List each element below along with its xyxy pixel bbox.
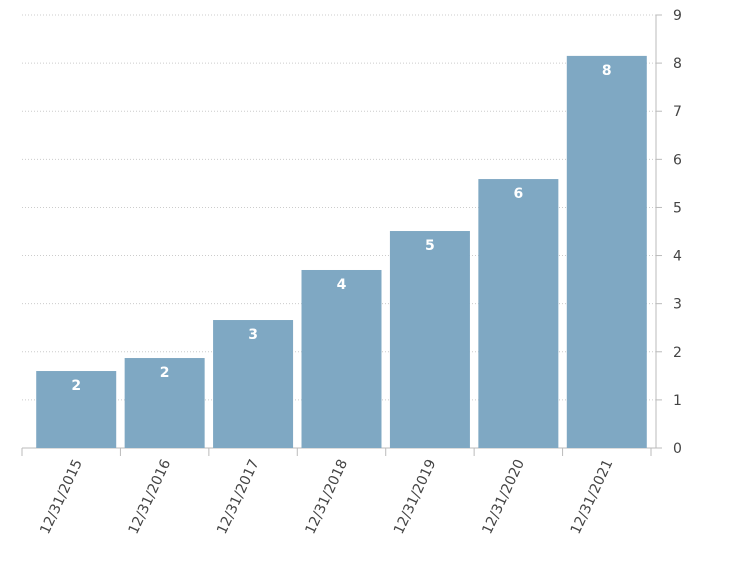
y-tick-label: 8 xyxy=(673,56,682,72)
value-label: 5 xyxy=(425,238,435,254)
bar xyxy=(478,179,559,448)
bar xyxy=(389,231,470,448)
y-tick-label: 5 xyxy=(673,200,682,216)
value-label: 3 xyxy=(248,327,258,343)
y-tick-label: 0 xyxy=(673,441,682,457)
y-tick-label: 6 xyxy=(673,152,682,168)
x-tick-label: 12/31/2018 xyxy=(303,457,352,537)
x-tick-label: 12/31/2019 xyxy=(391,457,440,537)
y-tick-label: 3 xyxy=(673,297,682,313)
value-label: 2 xyxy=(71,378,81,394)
y-tick-label: 1 xyxy=(673,393,682,409)
value-label: 4 xyxy=(337,277,347,293)
y-tick-label: 9 xyxy=(673,8,682,24)
y-tick-label: 2 xyxy=(673,345,682,361)
value-label: 6 xyxy=(513,186,523,202)
bar xyxy=(124,358,205,448)
value-label: 8 xyxy=(602,63,612,79)
x-tick-label: 12/31/2020 xyxy=(479,457,528,537)
x-tick-label: 12/31/2017 xyxy=(214,457,263,537)
bar xyxy=(213,320,294,448)
bar xyxy=(566,55,647,449)
value-label: 2 xyxy=(160,365,170,381)
bar xyxy=(301,269,382,448)
x-tick-label: 12/31/2021 xyxy=(568,457,617,537)
bar xyxy=(36,371,117,448)
x-tick-label: 12/31/2015 xyxy=(37,457,86,537)
y-tick-label: 4 xyxy=(673,249,682,265)
x-tick-label: 12/31/2016 xyxy=(126,457,175,537)
y-tick-label: 7 xyxy=(673,104,682,120)
